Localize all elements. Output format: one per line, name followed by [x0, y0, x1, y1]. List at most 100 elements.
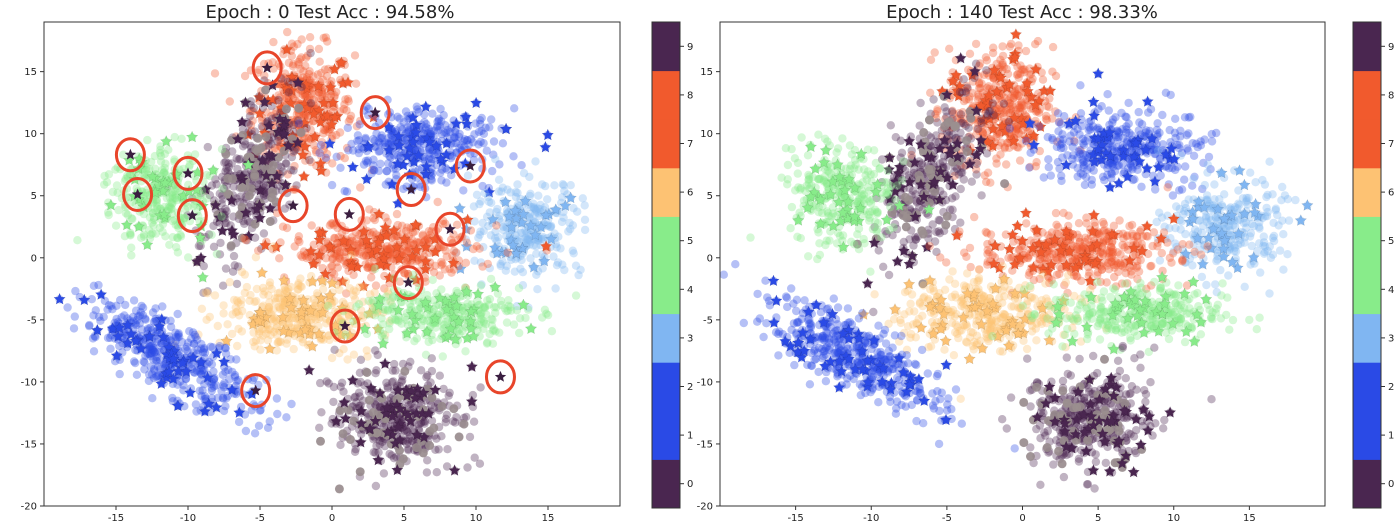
- point: [180, 214, 189, 223]
- star-point: [392, 139, 406, 152]
- point: [406, 357, 415, 366]
- point: [414, 420, 424, 429]
- point: [226, 355, 235, 364]
- point: [566, 181, 575, 190]
- point: [461, 347, 470, 356]
- point: [99, 312, 108, 322]
- point: [504, 296, 513, 305]
- point: [437, 285, 446, 294]
- point: [356, 183, 365, 192]
- scatter-area: [53, 27, 590, 494]
- point: [272, 324, 281, 333]
- star-point: [280, 82, 293, 95]
- point: [425, 146, 434, 155]
- star-point: [190, 255, 204, 268]
- point: [218, 184, 227, 193]
- point: [402, 427, 412, 436]
- point: [478, 262, 487, 271]
- star-point: [409, 218, 422, 231]
- point: [382, 378, 391, 387]
- point: [192, 407, 201, 416]
- star-point: [459, 110, 473, 123]
- point: [268, 160, 278, 170]
- point: [419, 417, 428, 426]
- star-point: [112, 321, 126, 334]
- point: [497, 187, 506, 196]
- point: [194, 241, 204, 251]
- point: [369, 161, 378, 170]
- point: [141, 351, 150, 360]
- point: [375, 440, 384, 449]
- point: [292, 294, 301, 303]
- point: [402, 308, 411, 318]
- point: [199, 345, 209, 354]
- point: [466, 135, 476, 144]
- star-point: [284, 301, 298, 314]
- star-point: [157, 208, 171, 221]
- point: [511, 192, 521, 202]
- point: [103, 305, 112, 314]
- highlighted-star: [402, 276, 414, 288]
- point: [279, 73, 289, 82]
- point: [400, 268, 409, 278]
- point: [283, 77, 293, 87]
- star-point: [262, 119, 276, 132]
- point: [301, 110, 310, 119]
- point: [422, 123, 431, 132]
- highlighted-star: [287, 199, 299, 211]
- point: [295, 55, 305, 64]
- point: [436, 104, 445, 114]
- point: [464, 140, 473, 149]
- star-point: [308, 130, 322, 143]
- point: [281, 93, 291, 103]
- point: [369, 263, 379, 272]
- point: [234, 324, 243, 334]
- point: [374, 137, 383, 146]
- point: [144, 376, 154, 386]
- point: [148, 308, 158, 317]
- point: [384, 139, 393, 148]
- point: [273, 289, 283, 298]
- star-point: [220, 334, 233, 347]
- point: [217, 386, 226, 395]
- point: [532, 249, 541, 258]
- point: [404, 444, 413, 454]
- point: [422, 120, 431, 129]
- point: [542, 221, 552, 230]
- point: [445, 388, 454, 397]
- point: [435, 371, 444, 380]
- point: [127, 251, 136, 260]
- point: [198, 366, 207, 375]
- point: [224, 162, 234, 172]
- point: [375, 436, 384, 445]
- star-point: [419, 262, 432, 275]
- point: [244, 202, 254, 212]
- star-point: [235, 169, 249, 182]
- point: [480, 188, 489, 198]
- point: [349, 270, 358, 280]
- star-point: [381, 425, 395, 438]
- star-point: [471, 287, 485, 300]
- point: [460, 135, 469, 144]
- point: [259, 301, 268, 310]
- point: [530, 204, 539, 213]
- point: [560, 265, 569, 275]
- point: [296, 86, 305, 95]
- star-point: [196, 270, 210, 283]
- point: [488, 315, 497, 325]
- point: [383, 306, 393, 315]
- point: [497, 300, 506, 310]
- point: [396, 151, 405, 160]
- point: [265, 298, 274, 307]
- point: [322, 91, 332, 101]
- point: [451, 248, 460, 257]
- point: [144, 324, 153, 333]
- point: [389, 454, 399, 463]
- point: [264, 291, 273, 300]
- star-point: [241, 158, 255, 171]
- point: [146, 342, 155, 351]
- point: [402, 128, 411, 138]
- point: [492, 221, 501, 230]
- point: [536, 200, 545, 210]
- point: [258, 103, 268, 112]
